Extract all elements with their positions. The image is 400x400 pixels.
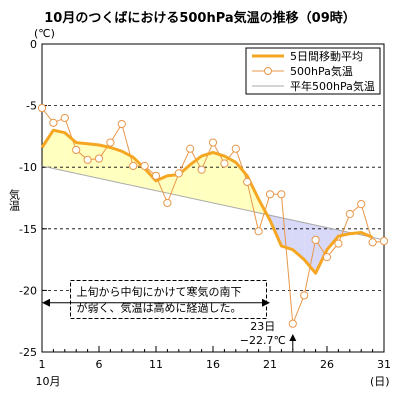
x-tick-label: 6: [96, 358, 103, 371]
y-axis-label: 気温: [8, 188, 21, 211]
daily-temperature-point: [231, 144, 240, 153]
annotation-text-line: が弱く、気温は高めに経過した。: [77, 301, 242, 315]
daily-temperature-point: [49, 118, 58, 127]
anomaly-fill-segment: [304, 222, 316, 274]
daily-temperature-point: [300, 291, 309, 300]
daily-temperature-point: [357, 200, 366, 209]
x-tick-label: 21: [263, 358, 277, 371]
daily-temperature-point: [265, 190, 275, 199]
daily-temperature-point: [334, 239, 343, 248]
y-tick-label: -15: [19, 223, 37, 236]
y-tick-label: 0: [30, 38, 37, 51]
series-layer: [37, 103, 389, 328]
annotation-text-line: 上旬から中旬にかけて寒気の南下: [77, 285, 242, 299]
daily-temperature-point: [379, 237, 389, 246]
legend-label-daily: 500hPa気温: [290, 64, 353, 78]
y-unit-label: (℃): [34, 27, 55, 40]
daily-temperature-point: [117, 119, 126, 129]
moving-average-line: [40, 128, 374, 275]
x-unit-label: (日): [370, 375, 390, 388]
daily-temperature-point: [322, 253, 332, 262]
anomaly-fill-segment: [224, 156, 236, 208]
daily-temperature-point: [368, 238, 377, 247]
daily-temperature-point: [186, 144, 195, 153]
chart-title: 10月のつくばにおける500hPa気温の推移（09時）: [44, 10, 356, 26]
min-annotation-arrowhead: [289, 334, 297, 341]
annotation-arrowhead-left: [42, 298, 50, 307]
daily-temperature-point: [129, 161, 138, 171]
x-month-label: 10月: [36, 375, 61, 388]
daily-temperature-point: [288, 319, 297, 328]
daily-temperature-point: [208, 138, 218, 147]
anomaly-fill-segment: [292, 220, 305, 260]
y-tick-label: -10: [19, 161, 37, 174]
daily-temperature-point: [311, 235, 320, 244]
daily-temperature-point: [277, 190, 286, 199]
daily-temperature-point: [243, 177, 252, 187]
daily-temperature-point: [140, 161, 149, 171]
anomaly-fill-segment: [42, 130, 54, 169]
min-annotation-text: −22.7℃: [240, 334, 286, 347]
daily-temperature-point: [151, 171, 161, 180]
anomaly-fill-segment: [281, 217, 293, 250]
daily-temperature-point: [72, 145, 81, 155]
daily-temperature-point: [94, 154, 104, 163]
min-annotation-text: 23日: [250, 320, 275, 333]
grid-layer: [42, 105, 384, 291]
legend-label-moving-average: 5日間移動平均: [290, 49, 363, 63]
y-tick-label: -20: [19, 284, 37, 297]
daily-temperature-point: [163, 198, 172, 208]
annotation-arrowhead-right: [262, 298, 270, 307]
ticks-layer: 0-5-10-15-20-251 6 11 16 21 26 31: [19, 38, 391, 371]
daily-temperature-point: [197, 165, 206, 174]
daily-temperature-point: [174, 169, 183, 178]
daily-temperature-point: [254, 227, 263, 236]
daily-temperature-point: [106, 138, 115, 147]
x-tick-label: 1: [39, 358, 46, 371]
daily-temperature-point: [60, 113, 69, 123]
anomaly-fill-segment: [121, 151, 134, 186]
legend-marker-daily: [264, 67, 272, 75]
normal-temperature-line: [41, 165, 385, 241]
x-tick-label: 16: [206, 358, 220, 371]
anomaly-fill-segment: [144, 168, 156, 191]
legend-label-normal: 平年500hPa気温: [290, 79, 375, 93]
legend: 5日間移動平均 500hPa気温 平年500hPa気温: [245, 47, 381, 95]
x-tick-label: 31: [377, 358, 391, 371]
daily-temperature-point: [83, 155, 92, 164]
anomaly-fill-segment: [201, 152, 213, 203]
daily-temperature-point: [220, 159, 229, 168]
anomaly-fill-segment: [87, 143, 99, 179]
daily-temperature-point: [345, 209, 354, 219]
annotation-box: [70, 280, 267, 320]
y-tick-label: -5: [26, 100, 37, 113]
daily-temperature-point: [37, 103, 47, 113]
x-tick-label: 11: [149, 358, 163, 371]
anomaly-fill-segment: [110, 147, 122, 184]
x-tick-label: 26: [320, 358, 334, 371]
y-tick-label: -25: [19, 346, 37, 359]
anomaly-fill-segment: [53, 130, 65, 171]
